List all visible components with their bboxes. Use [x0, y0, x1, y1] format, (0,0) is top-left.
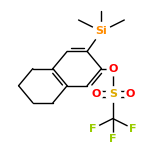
Text: F: F: [129, 124, 137, 134]
Text: Si: Si: [96, 26, 107, 36]
Text: F: F: [109, 134, 117, 144]
Text: O: O: [91, 89, 100, 99]
Text: F: F: [89, 124, 97, 134]
Text: O: O: [108, 64, 118, 74]
Text: S: S: [109, 89, 117, 99]
Text: O: O: [125, 89, 135, 99]
